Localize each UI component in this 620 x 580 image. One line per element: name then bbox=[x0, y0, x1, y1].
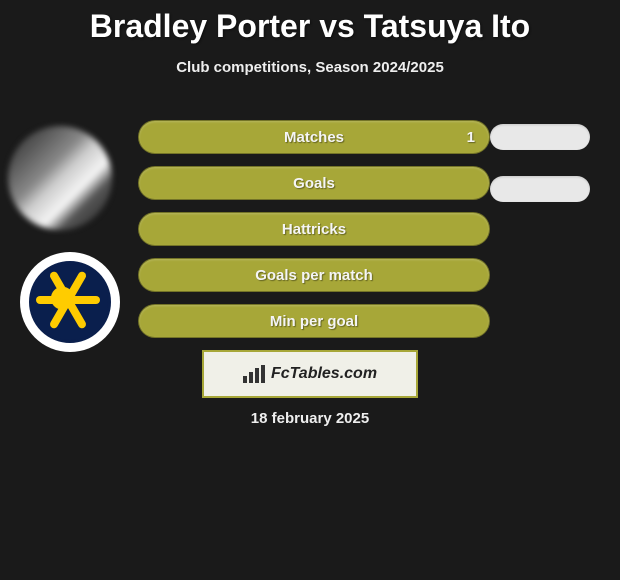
stat-row: Hattricks bbox=[138, 212, 490, 246]
stat-label: Goals per match bbox=[255, 267, 373, 284]
stat-label: Min per goal bbox=[270, 313, 358, 330]
team-badge-art bbox=[29, 261, 111, 343]
brand-box[interactable]: FcTables.com bbox=[202, 350, 418, 398]
stat-row: Goals per match bbox=[138, 258, 490, 292]
stat-label: Matches bbox=[284, 129, 344, 146]
team-badge bbox=[20, 252, 120, 352]
stat-label: Hattricks bbox=[282, 221, 346, 238]
stat-label: Goals bbox=[293, 175, 335, 192]
blob-icon bbox=[490, 124, 590, 150]
blob-icon bbox=[490, 176, 590, 202]
stat-bars: Matches 1 Goals Hattricks Goals per matc… bbox=[138, 120, 490, 350]
stat-row: Goals bbox=[138, 166, 490, 200]
right-blobs bbox=[490, 124, 590, 228]
comparison-title: Bradley Porter vs Tatsuya Ito bbox=[0, 0, 620, 45]
stat-row: Matches 1 bbox=[138, 120, 490, 154]
stat-value: 1 bbox=[467, 129, 475, 146]
comparison-date: 18 february 2025 bbox=[0, 410, 620, 427]
player-photo bbox=[8, 126, 112, 230]
comparison-subtitle: Club competitions, Season 2024/2025 bbox=[0, 59, 620, 76]
brand-label: FcTables.com bbox=[271, 365, 377, 383]
bar-chart-icon bbox=[243, 365, 265, 383]
stat-row: Min per goal bbox=[138, 304, 490, 338]
